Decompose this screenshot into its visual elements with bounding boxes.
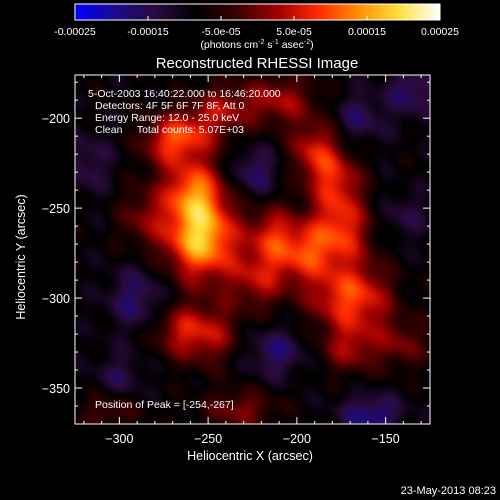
colorbar-tick-label: -5.0e-05 (201, 26, 240, 38)
colorbar-tick-label: 5.0e-05 (276, 26, 312, 38)
heatmap-image-container (75, 75, 430, 424)
chart-title: Reconstructed RHESSI Image (156, 55, 359, 72)
info-line-detectors: Detectors: 4F 5F 6F 7F 8F, Att 0 (95, 100, 245, 112)
info-line-counts: Clean Total counts: 5.07E+03 (95, 124, 244, 136)
x-axis-title: Heliocentric X (arcsec) (187, 449, 313, 463)
info-line-time: 5-Oct-2003 16:40:22.000 to 16:46:20.000 (88, 88, 281, 100)
footer-timestamp: 23-May-2013 08:23 (401, 485, 496, 497)
x-tick-label: −200 (283, 432, 311, 446)
colorbar-tick-label: -0.00025 (54, 26, 96, 38)
axis-ticks: −300 −250 −200 −150 −200 −250 −300 −350 (42, 75, 430, 446)
colorbar-tick-label: 0.00015 (348, 26, 386, 38)
x-tick-label: −250 (194, 432, 222, 446)
plot-frame (74, 74, 431, 425)
info-line-energy: Energy Range: 12.0 - 25.0 keV (95, 112, 239, 124)
y-axis-title: Heliocentric Y (arcsec) (14, 194, 28, 319)
peak-position-label: Position of Peak = [-254,-267] (95, 399, 234, 411)
colorbar-tick-label: -0.00015 (127, 26, 169, 38)
y-tick-label: −250 (42, 202, 70, 216)
colorbar-strip (74, 3, 441, 21)
observation-info: 5-Oct-2003 16:40:22.000 to 16:46:20.000 … (88, 88, 281, 136)
colorbar-ticks: -0.00025 -0.00015 -5.0e-05 5.0e-05 0.00015 0.… (54, 16, 459, 38)
x-tick-label: −150 (372, 432, 400, 446)
y-tick-label: −300 (42, 292, 70, 306)
heatmap-image (75, 75, 430, 424)
x-tick-label: −300 (105, 432, 133, 446)
colorbar: -0.00025 -0.00015 -5.0e-05 5.0e-05 0.00015 0.… (54, 3, 459, 51)
y-tick-label: −200 (42, 112, 70, 126)
plot-area: −300 −250 −200 −150 −200 −250 −300 −350 (42, 74, 431, 446)
colorbar-tick-label: 0.00025 (421, 26, 459, 38)
y-tick-label: −350 (42, 382, 70, 396)
colorbar-unit-label: (photons cm-2 s-1 asec-2) (200, 39, 313, 51)
